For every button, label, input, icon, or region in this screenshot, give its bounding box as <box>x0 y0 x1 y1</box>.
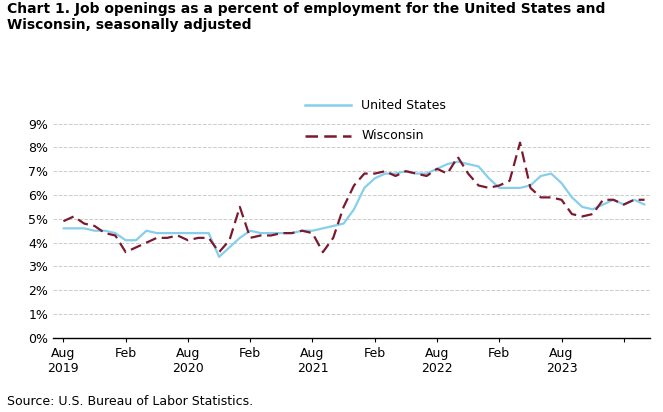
Text: Wisconsin: Wisconsin <box>361 129 424 143</box>
Text: Chart 1. Job openings as a percent of employment for the United States and
Wisco: Chart 1. Job openings as a percent of em… <box>7 2 605 32</box>
United States <box>640 202 648 207</box>
Line: United States: United States <box>64 162 644 257</box>
Wisconsin <box>60 219 68 224</box>
United States <box>319 226 327 231</box>
United States <box>91 228 99 233</box>
United States <box>80 226 88 231</box>
Wisconsin <box>319 250 327 255</box>
United States <box>60 226 68 231</box>
Wisconsin <box>464 171 472 176</box>
Wisconsin <box>122 250 130 255</box>
Wisconsin <box>225 238 233 243</box>
Wisconsin <box>640 197 648 202</box>
United States <box>485 176 493 181</box>
Text: Source: U.S. Bureau of Labor Statistics.: Source: U.S. Bureau of Labor Statistics. <box>7 395 253 408</box>
Line: Wisconsin: Wisconsin <box>64 143 644 252</box>
Text: United States: United States <box>361 98 446 112</box>
Wisconsin <box>91 223 99 228</box>
United States <box>475 164 483 169</box>
United States <box>453 159 461 164</box>
United States <box>215 255 223 260</box>
Wisconsin <box>475 183 483 188</box>
United States <box>225 245 233 250</box>
Wisconsin <box>516 140 524 145</box>
Wisconsin <box>80 221 88 226</box>
